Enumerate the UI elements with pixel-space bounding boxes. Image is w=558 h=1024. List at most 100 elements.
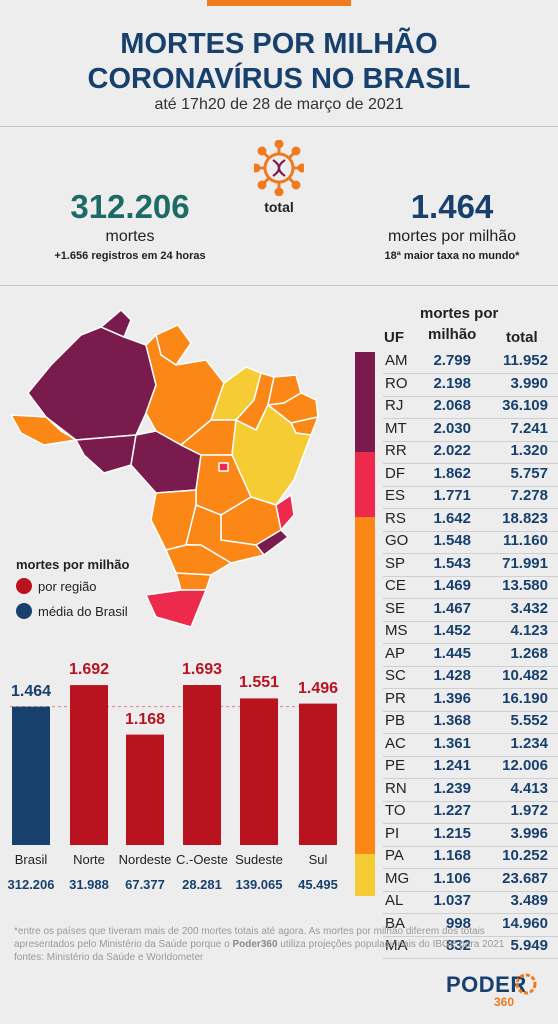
- table-cell-rate: 1.862: [433, 464, 471, 482]
- table-cell-uf: MT: [385, 419, 407, 437]
- table-row-separator: [383, 598, 558, 599]
- table-cell-uf: AM: [385, 352, 408, 369]
- map-state-rs: [145, 589, 207, 628]
- table-cell-rate: 1.168: [433, 847, 471, 864]
- table-row-separator: [383, 823, 558, 824]
- table-cell-uf: DF: [385, 464, 405, 482]
- table-cell-rate: 1.106: [433, 869, 471, 887]
- table-cell-rate: 1.469: [433, 577, 471, 594]
- bar-coeste: [183, 685, 221, 845]
- bar-category-label: Sul: [308, 852, 328, 867]
- per-million-label: mortes por milhão: [387, 228, 517, 245]
- table-cell-total: 3.489: [510, 892, 548, 909]
- table-cell-uf: PI: [385, 824, 400, 842]
- table-cell-uf: MS: [385, 622, 408, 639]
- table-cell-uf: AP: [385, 644, 406, 662]
- table-row-separator: [383, 868, 558, 869]
- table-cell-rate: 1.037: [433, 892, 471, 909]
- page-subtitle: até 17h20 de 28 de março de 2021: [154, 96, 404, 113]
- table-cell-rate: 1.642: [433, 509, 471, 527]
- table-cell-rate: 1.428: [433, 667, 471, 684]
- table-row-separator: [383, 485, 558, 487]
- legend-dot-region: [16, 578, 32, 594]
- bar-category-label: Sudeste: [235, 852, 283, 867]
- table-cell-uf: AC: [385, 734, 406, 752]
- table-cell-total: 7.241: [510, 419, 548, 437]
- table-row-separator: [383, 755, 558, 757]
- table-cell-total: 4.413: [510, 779, 548, 797]
- table-cell-total: 3.990: [510, 374, 548, 392]
- bar-nordeste: [126, 734, 164, 845]
- table-row: DF 1.862 5.757: [383, 465, 558, 487]
- table-row: AM 2.799 11.952: [383, 352, 558, 374]
- table-cell-rate: 998: [445, 914, 471, 932]
- table-cell-total: 5.757: [510, 464, 548, 482]
- poder360-logo-number: 360: [494, 995, 515, 1009]
- table-cell-uf: RN: [385, 779, 407, 797]
- top-accent-bar: [207, 0, 351, 6]
- table-row-separator: [383, 935, 558, 937]
- footnote-brand: Poder360: [232, 939, 278, 950]
- table-row: BA 998 14.960: [383, 915, 558, 937]
- table-cell-total: 13.580: [502, 577, 548, 594]
- per-million-note: 18ª maior taxa no mundo*: [384, 250, 520, 262]
- table-cell-uf: MG: [385, 869, 410, 887]
- bar-value-label: 1.551: [238, 674, 280, 692]
- divider-top: [0, 126, 558, 127]
- table-row-separator: [383, 418, 558, 419]
- table-row: RR 2.022 1.320: [383, 442, 558, 464]
- footnote-text-a: *entre os países que tiveram mais de 200…: [14, 926, 485, 950]
- table-row: AP 1.445 1.268: [383, 645, 558, 667]
- table-cell-rate: 1.467: [433, 599, 471, 617]
- table-cell-uf: RS: [385, 509, 406, 527]
- table-row-separator: [383, 665, 558, 667]
- table-cell-total: 36.109: [502, 397, 548, 414]
- bar-total-label: 67.377: [125, 877, 165, 892]
- table-row-separator: [383, 778, 558, 779]
- table-cell-rate: 1.396: [433, 689, 471, 707]
- table-cell-rate: 1.452: [433, 622, 471, 639]
- table-row: AC 1.361 1.234: [383, 735, 558, 757]
- table-cell-rate: 1.239: [433, 779, 471, 797]
- bar-brasil: [12, 706, 50, 845]
- total-deaths-label: mortes: [105, 228, 155, 245]
- table-band-orange: [355, 517, 375, 854]
- table-cell-total: 5.949: [510, 937, 548, 954]
- legend-label-region: por região: [38, 579, 97, 594]
- map-state-ro: [75, 434, 137, 474]
- map-state-sc: [175, 572, 212, 591]
- table-cell-rate: 1.241: [433, 757, 471, 774]
- table-cell-uf: PA: [385, 847, 404, 864]
- bar-total-label: 28.281: [182, 877, 222, 892]
- table-row-separator: [383, 845, 558, 847]
- table-row-separator: [383, 710, 558, 712]
- table-cell-uf: ES: [385, 487, 406, 504]
- total-deaths-value: 312.206: [70, 188, 190, 225]
- table-row: SE 1.467 3.432: [383, 600, 558, 622]
- table-row: MA 832 5.949: [383, 937, 558, 959]
- table-cell-rate: 2.068: [433, 397, 471, 414]
- table-head-rate-2: milhão: [428, 326, 477, 343]
- table-head-rate-1: mortes por: [420, 305, 499, 322]
- table-cell-uf: SC: [385, 667, 406, 684]
- bar-category-label: C.-Oeste: [175, 852, 228, 867]
- footnote-text-b: utiliza projeções populacionais do IBGE …: [277, 939, 505, 950]
- table-cell-total: 3.432: [510, 599, 548, 617]
- table-row: RJ 2.068 36.109: [383, 397, 558, 419]
- table-cell-rate: 1.543: [433, 554, 471, 572]
- table-cell-rate: 1.361: [433, 734, 471, 752]
- table-band-pink: [355, 452, 375, 517]
- bar-sul: [299, 703, 337, 845]
- bar-total-label: 45.495: [298, 877, 338, 892]
- footnote: *entre os países que tiveram mais de 200…: [14, 925, 534, 964]
- table-cell-uf: PE: [385, 757, 406, 774]
- table-cell-uf: PR: [385, 689, 406, 707]
- table-cell-uf: GO: [385, 532, 409, 549]
- bar-category-label: Brasil: [14, 852, 48, 867]
- page-title-line1: MORTES POR MILHÃO: [120, 28, 438, 60]
- footnote-sources: fontes: Ministério da Saúde e Worldomete…: [14, 952, 204, 963]
- table-cell-total: 18.823: [502, 509, 548, 527]
- bar-category-label: Norte: [73, 852, 105, 867]
- table-cell-total: 16.190: [502, 689, 548, 707]
- table-cell-uf: PB: [385, 712, 406, 729]
